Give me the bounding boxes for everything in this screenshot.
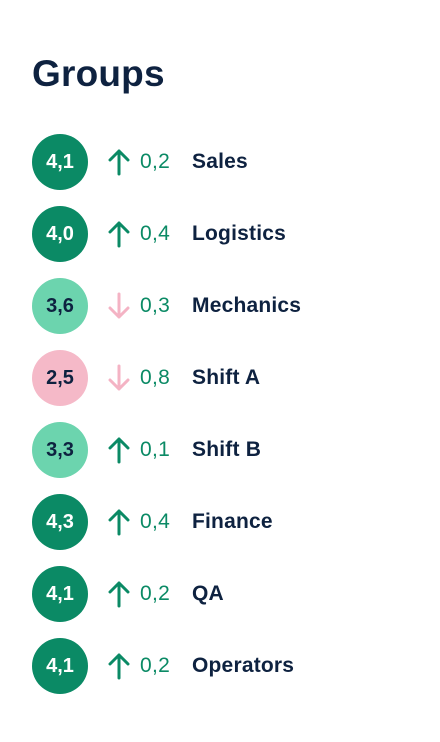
group-row-shift-b[interactable]: 3,3 0,1 Shift B	[32, 422, 432, 478]
arrow-up-icon	[106, 218, 132, 250]
group-row-mechanics[interactable]: 3,6 0,3 Mechanics	[32, 278, 432, 334]
score-change: 0,2	[140, 150, 171, 173]
arrow-down-icon	[106, 290, 132, 322]
group-name: Mechanics	[192, 294, 302, 317]
arrow-up-icon	[106, 506, 132, 538]
group-name: QA	[192, 582, 224, 605]
group-row-qa[interactable]: 4,1 0,2 QA	[32, 566, 432, 622]
arrow-up-icon	[106, 434, 132, 466]
group-name: Shift A	[192, 366, 261, 389]
score-badge: 3,6	[32, 278, 88, 334]
score-change: 0,4	[140, 222, 171, 245]
score-badge: 3,3	[32, 422, 88, 478]
score-change: 0,4	[140, 510, 171, 533]
group-name: Sales	[192, 150, 248, 173]
group-row-sales[interactable]: 4,1 0,2 Sales	[32, 134, 432, 190]
arrow-down-icon	[106, 362, 132, 394]
score-change: 0,8	[140, 366, 171, 389]
score-badge: 2,5	[32, 350, 88, 406]
group-row-operators[interactable]: 4,1 0,2 Operators	[32, 638, 432, 694]
score-change: 0,2	[140, 654, 171, 677]
group-list: 4,1 0,2 Sales 4,0 0,4 Logistics 3,6 0,3 Mechanic…	[32, 134, 432, 710]
group-name: Logistics	[192, 222, 286, 245]
arrow-up-icon	[106, 578, 132, 610]
group-row-finance[interactable]: 4,3 0,4 Finance	[32, 494, 432, 550]
group-row-logistics[interactable]: 4,0 0,4 Logistics	[32, 206, 432, 262]
score-badge: 4,1	[32, 638, 88, 694]
group-name: Shift B	[192, 438, 262, 461]
score-badge: 4,1	[32, 566, 88, 622]
arrow-up-icon	[106, 650, 132, 682]
score-change: 0,1	[140, 438, 171, 461]
score-badge: 4,3	[32, 494, 88, 550]
group-name: Finance	[192, 510, 273, 533]
group-name: Operators	[192, 654, 295, 677]
page-title: Groups	[32, 53, 165, 94]
score-badge: 4,1	[32, 134, 88, 190]
arrow-up-icon	[106, 146, 132, 178]
group-row-shift-a[interactable]: 2,5 0,8 Shift A	[32, 350, 432, 406]
score-badge: 4,0	[32, 206, 88, 262]
score-change: 0,2	[140, 582, 171, 605]
score-change: 0,3	[140, 294, 171, 317]
